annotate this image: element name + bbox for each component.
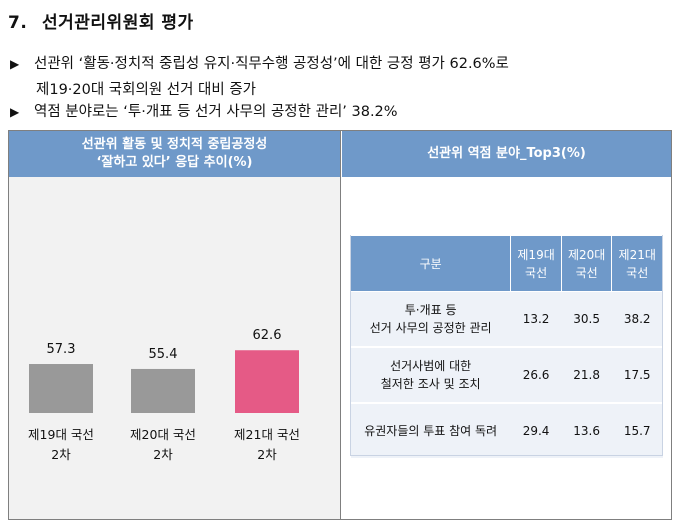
header-item: 구분: [349, 235, 512, 292]
bullet-1: ▶ 선관위 ‘활동·정치적 중립성 유지·직무수행 공정성’에 대한 긍정 평가 …: [10, 54, 509, 74]
section-number: 7.: [8, 13, 28, 33]
header-col-21-line1: 제21대: [618, 247, 656, 262]
category-label: 2차: [153, 447, 173, 462]
row-item: 유권자들의 투표 참여 독려: [350, 403, 511, 460]
header-col-21-line2: 국선: [626, 265, 649, 280]
row-value: 17.5: [611, 347, 663, 404]
left-panel-title-line2: ‘잘하고 있다’ 응답 추이(%): [96, 155, 253, 170]
row-item-line1: 선거사범에 대한: [390, 359, 472, 373]
bar-chart-area: 57.3 제19대 국선 2차 55.4 제20대 국선 2차 62.6 제21대 국선 2차: [9, 177, 340, 519]
bar-value-label: 57.3: [47, 342, 76, 357]
bullet-marker-icon: ▶: [10, 105, 20, 119]
header-col-20-line2: 국선: [575, 265, 598, 280]
header-col-19-line2: 국선: [525, 265, 548, 280]
row-value: 21.8: [561, 347, 612, 404]
section-title: 7. 선거관리위원회 평가: [8, 8, 194, 33]
category-label: 2차: [257, 447, 277, 462]
bar-2: [131, 368, 195, 413]
top3-table: 구분 제19대 국선 제20대 국선 제21대 국선: [349, 235, 663, 460]
category-label: 2차: [51, 447, 71, 462]
row-item: 선거사범에 대한 철저한 조사 및 조치: [350, 347, 511, 404]
bullet-2-text: 역점 분야로는 ‘투·개표 등 선거 사무의 공정한 관리’ 38.2%: [34, 104, 398, 120]
top3-panel: 구분 제19대 국선 제20대 국선 제21대 국선: [342, 177, 671, 519]
row-value: 26.6: [510, 347, 562, 404]
table-row: 투·개표 등 선거 사무의 공정한 관리 13.2 30.5 38.2: [350, 291, 663, 348]
bar-1: [29, 364, 93, 413]
row-item-line1: 투·개표 등: [404, 303, 457, 317]
row-value: 29.4: [510, 403, 562, 460]
header-col-19: 제19대 국선: [510, 235, 562, 292]
row-item-line1: 유권자들의 투표 참여 독려: [364, 424, 498, 438]
header-col-20: 제20대 국선: [560, 235, 613, 292]
table-row: 유권자들의 투표 참여 독려 29.4 13.6 15.7: [350, 403, 663, 460]
category-label: 제19대 국선: [28, 427, 94, 442]
right-panel-title: 선관위 역점 분야_Top3(%): [427, 146, 586, 161]
panel-divider: [340, 131, 342, 519]
bar-value-label: 62.6: [253, 328, 282, 343]
bullet-1-continuation: 제19·20대 국회의원 선거 대비 증가: [36, 82, 257, 98]
row-value: 15.7: [611, 403, 663, 460]
category-label: 제20대 국선: [130, 427, 196, 442]
left-panel-title-line1: 선관위 활동 및 정치적 중립공정성: [81, 137, 268, 152]
row-item: 투·개표 등 선거 사무의 공정한 관리: [350, 291, 511, 348]
table-header-row: 구분 제19대 국선 제20대 국선 제21대 국선: [349, 235, 663, 292]
section-title-text: 선거관리위원회 평가: [42, 13, 194, 33]
header-col-21: 제21대 국선: [611, 235, 663, 292]
bullet-2: ▶ 역점 분야로는 ‘투·개표 등 선거 사무의 공정한 관리’ 38.2%: [10, 102, 398, 122]
row-item-line2: 철저한 조사 및 조치: [380, 377, 481, 391]
bar-value-label: 55.4: [149, 347, 178, 362]
row-value: 30.5: [561, 291, 612, 348]
row-value: 13.2: [510, 291, 562, 348]
bar-chart: 57.3 제19대 국선 2차 55.4 제20대 국선 2차 62.6 제21대 국선 2차: [28, 328, 300, 462]
bullet-marker-icon: ▶: [10, 57, 20, 71]
left-panel-header: 선관위 활동 및 정치적 중립공정성 ‘잘하고 있다’ 응답 추이(%): [9, 131, 340, 177]
row-value: 38.2: [611, 291, 663, 348]
category-label: 제21대 국선: [234, 427, 300, 442]
bar-3: [235, 350, 299, 413]
row-item-line2: 선거 사무의 공정한 관리: [369, 321, 492, 335]
content-frame: 선관위 활동 및 정치적 중립공정성 ‘잘하고 있다’ 응답 추이(%) 선관위…: [8, 130, 672, 520]
bullet-1-text: 선관위 ‘활동·정치적 중립성 유지·직무수행 공정성’에 대한 긍정 평가 6…: [34, 56, 509, 72]
header-col-20-line1: 제20대: [567, 247, 606, 262]
table-row: 선거사범에 대한 철저한 조사 및 조치 26.6 21.8 17.5: [350, 347, 663, 404]
right-panel-header: 선관위 역점 분야_Top3(%): [342, 131, 671, 177]
row-value: 13.6: [561, 403, 612, 460]
header-col-19-line1: 제19대: [517, 247, 555, 262]
